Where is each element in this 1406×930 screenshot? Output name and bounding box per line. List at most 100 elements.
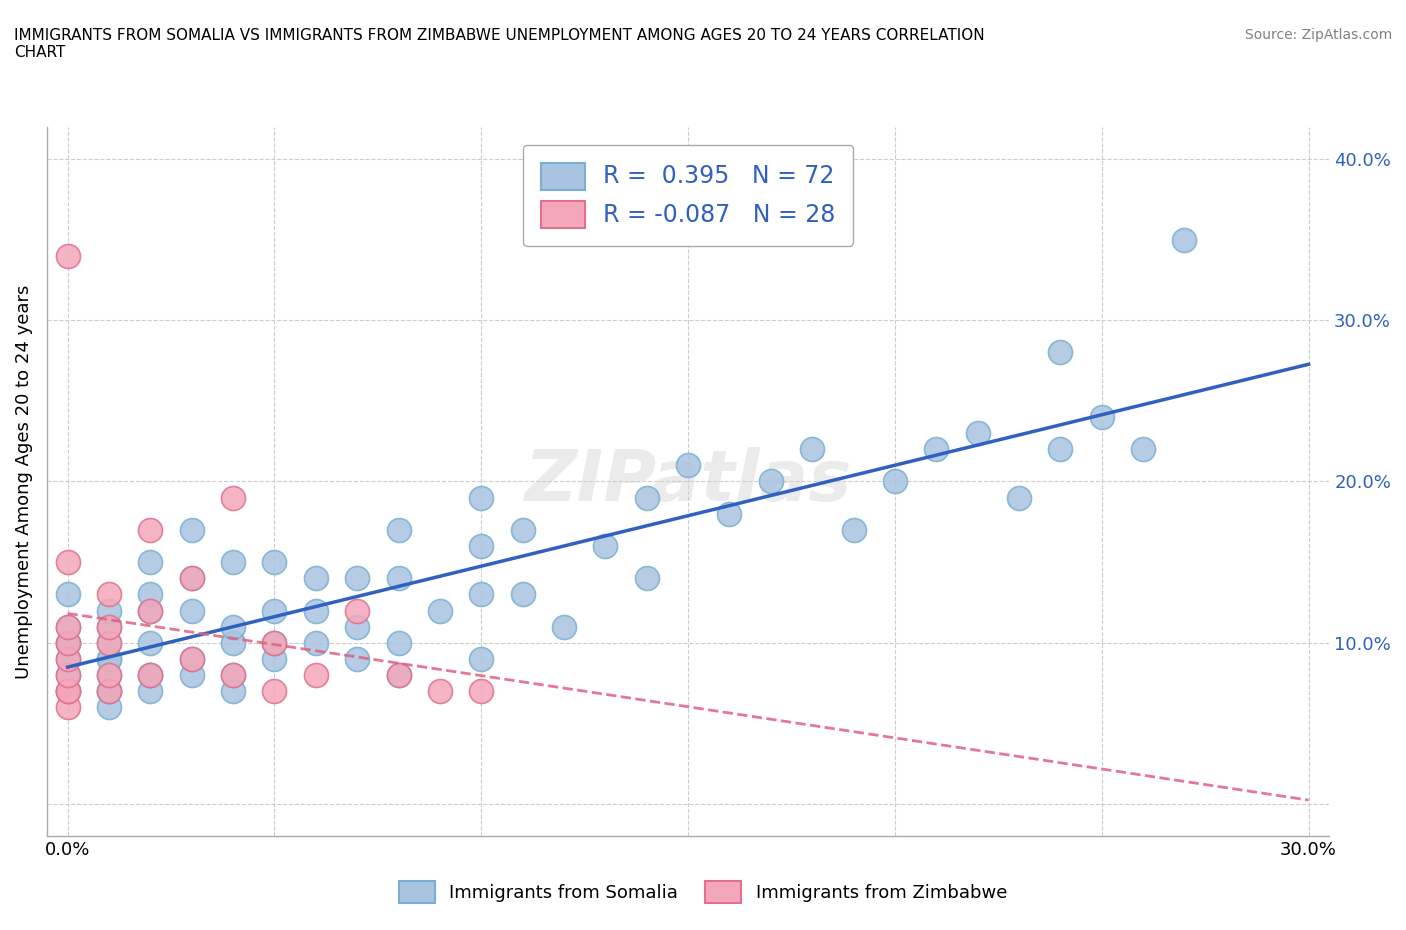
Point: [387, 523, 409, 538]
Point: [387, 635, 409, 650]
Point: [222, 668, 245, 683]
Point: [512, 523, 534, 538]
Point: [263, 684, 285, 698]
Point: [180, 668, 202, 683]
Point: [56, 651, 79, 666]
Point: [718, 506, 741, 521]
Point: [470, 538, 492, 553]
Point: [346, 619, 368, 634]
Point: [263, 635, 285, 650]
Point: [387, 668, 409, 683]
Point: [97, 635, 120, 650]
Point: [180, 571, 202, 586]
Point: [97, 619, 120, 634]
Point: [180, 523, 202, 538]
Point: [1008, 490, 1031, 505]
Point: [470, 490, 492, 505]
Legend: Immigrants from Somalia, Immigrants from Zimbabwe: Immigrants from Somalia, Immigrants from…: [389, 871, 1017, 911]
Point: [56, 635, 79, 650]
Point: [180, 603, 202, 618]
Point: [97, 668, 120, 683]
Point: [966, 426, 988, 441]
Point: [56, 668, 79, 683]
Point: [222, 635, 245, 650]
Point: [305, 603, 328, 618]
Point: [1173, 232, 1195, 247]
Point: [263, 651, 285, 666]
Point: [387, 571, 409, 586]
Point: [470, 684, 492, 698]
Text: Source: ZipAtlas.com: Source: ZipAtlas.com: [1244, 28, 1392, 42]
Point: [97, 587, 120, 602]
Point: [1091, 409, 1114, 424]
Point: [97, 668, 120, 683]
Point: [263, 603, 285, 618]
Point: [842, 523, 865, 538]
Point: [56, 684, 79, 698]
Point: [56, 587, 79, 602]
Point: [139, 635, 162, 650]
Point: [56, 700, 79, 715]
Point: [97, 700, 120, 715]
Point: [97, 684, 120, 698]
Point: [595, 538, 617, 553]
Point: [56, 668, 79, 683]
Point: [56, 619, 79, 634]
Point: [56, 635, 79, 650]
Point: [1049, 442, 1071, 457]
Point: [139, 587, 162, 602]
Point: [180, 571, 202, 586]
Point: [222, 668, 245, 683]
Point: [305, 635, 328, 650]
Point: [56, 684, 79, 698]
Text: ZIPatlas: ZIPatlas: [524, 447, 852, 516]
Point: [56, 554, 79, 569]
Point: [553, 619, 575, 634]
Point: [97, 651, 120, 666]
Point: [387, 668, 409, 683]
Legend: R =  0.395   N = 72, R = -0.087   N = 28: R = 0.395 N = 72, R = -0.087 N = 28: [523, 145, 853, 246]
Point: [429, 603, 451, 618]
Point: [263, 635, 285, 650]
Point: [470, 651, 492, 666]
Point: [429, 684, 451, 698]
Point: [180, 651, 202, 666]
Point: [139, 603, 162, 618]
Point: [263, 554, 285, 569]
Point: [305, 571, 328, 586]
Point: [759, 474, 782, 489]
Point: [346, 603, 368, 618]
Point: [346, 651, 368, 666]
Point: [97, 603, 120, 618]
Text: IMMIGRANTS FROM SOMALIA VS IMMIGRANTS FROM ZIMBABWE UNEMPLOYMENT AMONG AGES 20 T: IMMIGRANTS FROM SOMALIA VS IMMIGRANTS FR…: [14, 28, 984, 60]
Point: [56, 619, 79, 634]
Point: [139, 554, 162, 569]
Point: [56, 651, 79, 666]
Point: [139, 668, 162, 683]
Point: [222, 684, 245, 698]
Point: [883, 474, 905, 489]
Point: [139, 603, 162, 618]
Point: [222, 619, 245, 634]
Point: [1132, 442, 1154, 457]
Point: [925, 442, 948, 457]
Point: [470, 587, 492, 602]
Point: [56, 635, 79, 650]
Point: [56, 248, 79, 263]
Point: [97, 684, 120, 698]
Point: [139, 668, 162, 683]
Point: [139, 523, 162, 538]
Point: [305, 668, 328, 683]
Point: [97, 635, 120, 650]
Point: [97, 684, 120, 698]
Point: [636, 490, 658, 505]
Point: [139, 668, 162, 683]
Point: [180, 651, 202, 666]
Point: [636, 571, 658, 586]
Point: [1049, 345, 1071, 360]
Point: [139, 684, 162, 698]
Point: [346, 571, 368, 586]
Point: [222, 490, 245, 505]
Point: [676, 458, 699, 472]
Point: [222, 554, 245, 569]
